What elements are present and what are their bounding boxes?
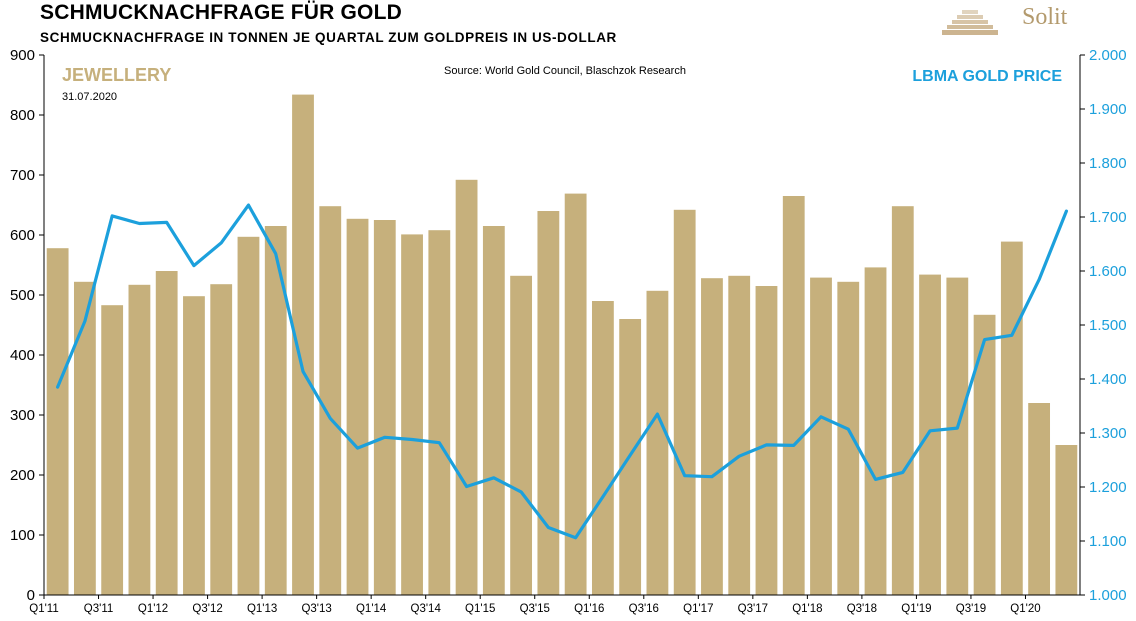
right-axis-tick-label: 1.600	[1089, 263, 1127, 280]
right-series-label: LBMA GOLD PRICE	[912, 68, 1062, 85]
x-axis-tick-label: Q1'13	[247, 603, 277, 615]
jewellery-bar	[210, 284, 233, 595]
jewellery-bar	[673, 209, 696, 596]
jewellery-bar	[864, 267, 887, 595]
jewellery-bar	[46, 248, 69, 595]
jewellery-bar	[237, 236, 260, 596]
x-axis-tick-label: Q3'17	[738, 603, 768, 615]
jewellery-bar	[919, 274, 941, 595]
left-axis-tick-label: 100	[10, 527, 35, 544]
jewellery-bar	[292, 94, 314, 595]
x-axis-tick-label: Q3'18	[847, 603, 877, 615]
x-axis-tick-label: Q1'20	[1010, 603, 1040, 615]
jewellery-bar	[101, 305, 124, 595]
right-axis-tick-label: 1.900	[1089, 101, 1127, 118]
jewellery-bar	[455, 179, 478, 596]
jewellery-bar	[837, 281, 860, 595]
jewellery-bar	[73, 281, 96, 595]
jewellery-bar	[646, 290, 669, 595]
x-axis-tick-label: Q3'13	[301, 603, 331, 615]
x-axis-tick-label: Q1'12	[138, 603, 168, 615]
jewellery-bar	[755, 286, 778, 595]
left-axis-tick-label: 800	[10, 107, 35, 124]
jewellery-bar	[891, 206, 914, 595]
chart-title: SCHMUCKNACHFRAGE FÜR GOLD	[40, 1, 402, 24]
jewellery-bar	[155, 271, 178, 595]
jewellery-bar	[946, 277, 969, 595]
x-axis-tick-label: Q3'15	[520, 603, 550, 615]
left-axis-tick-label: 900	[10, 47, 35, 64]
jewellery-bar	[346, 218, 369, 596]
jewellery-bar	[1055, 445, 1078, 595]
x-axis-tick-label: Q1'18	[792, 603, 822, 615]
x-axis-tick-label: Q3'16	[629, 603, 659, 615]
x-axis-tick-label: Q1'17	[683, 603, 713, 615]
chart-subtitle: SCHMUCKNACHFRAGE IN TONNEN JE QUARTAL ZU…	[40, 30, 617, 45]
x-axis-tick-label: Q1'14	[356, 603, 387, 615]
jewellery-bar	[482, 226, 505, 595]
x-axis-tick-label: Q1'15	[465, 603, 495, 615]
logo-text: Solit	[1022, 4, 1068, 30]
jewellery-bar	[701, 278, 723, 595]
solit-logo-icon	[942, 10, 998, 35]
jewellery-bar	[810, 277, 832, 595]
x-axis-tick-label: Q1'19	[901, 603, 931, 615]
left-axis-tick-label: 400	[10, 347, 35, 364]
left-axis-tick-label: 700	[10, 167, 35, 184]
left-axis-tick-label: 500	[10, 287, 35, 304]
left-axis-tick-label: 300	[10, 407, 35, 424]
right-axis-tick-label: 1.400	[1089, 371, 1127, 388]
jewellery-bar	[510, 275, 533, 595]
chart-date: 31.07.2020	[62, 91, 117, 103]
gold-price-line	[56, 203, 1068, 540]
jewellery-bar	[537, 211, 560, 595]
jewellery-bar	[264, 226, 287, 595]
jewellery-bar	[1028, 403, 1051, 595]
x-axis-tick-label: Q1'16	[574, 603, 604, 615]
jewellery-bar	[591, 301, 614, 595]
right-axis-tick-label: 1.000	[1089, 587, 1127, 604]
jewellery-bar	[564, 193, 587, 595]
source-note: Source: World Gold Council, Blaschzok Re…	[444, 65, 686, 77]
x-axis-tick-label: Q1'11	[29, 603, 58, 615]
jewellery-bar	[973, 314, 996, 595]
right-axis-tick-label: 1.300	[1089, 425, 1127, 442]
right-axis-tick-label: 1.800	[1089, 155, 1127, 172]
right-axis-tick-label: 1.200	[1089, 479, 1127, 496]
right-axis-tick-label: 1.100	[1089, 533, 1127, 550]
jewellery-bar	[401, 234, 423, 595]
jewellery-bar	[428, 230, 451, 595]
jewellery-bar	[782, 196, 805, 595]
left-axis-tick-label: 200	[10, 467, 35, 484]
right-axis-tick-label: 1.500	[1089, 317, 1127, 334]
x-axis-tick-label: Q3'19	[956, 603, 986, 615]
left-axis-tick-label: 600	[10, 227, 35, 244]
jewellery-bar	[319, 206, 342, 595]
jewellery-bar	[728, 275, 751, 595]
left-axis-tick-label: 0	[27, 587, 35, 604]
jewellery-bar	[373, 220, 396, 595]
x-axis-tick-label: Q3'12	[192, 603, 222, 615]
right-axis-tick-label: 1.700	[1089, 209, 1127, 226]
left-series-label: JEWELLERY	[62, 65, 171, 85]
jewellery-bar	[128, 284, 151, 595]
x-axis-tick-label: Q3'11	[84, 603, 113, 615]
jewellery-bar	[183, 296, 205, 595]
x-axis-tick-label: Q3'14	[411, 603, 442, 615]
right-axis-tick-label: 2.000	[1089, 47, 1127, 64]
jewellery-bar	[1000, 241, 1023, 595]
